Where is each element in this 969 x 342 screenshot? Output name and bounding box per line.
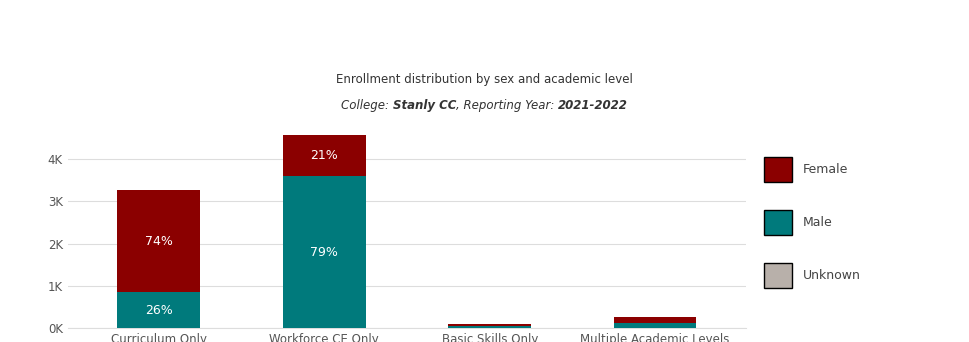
FancyBboxPatch shape (765, 263, 792, 288)
Text: 21%: 21% (310, 149, 338, 162)
Bar (117, 190, 201, 292)
Text: Enrollment distribution by sex and academic level: Enrollment distribution by sex and acade… (336, 73, 633, 86)
Text: 79%: 79% (310, 246, 338, 259)
FancyBboxPatch shape (765, 210, 792, 235)
Bar (613, 317, 697, 323)
Text: Male: Male (802, 216, 832, 229)
Bar (449, 326, 531, 328)
Text: Unknown: Unknown (802, 269, 860, 282)
Bar (449, 324, 531, 326)
Text: 26%: 26% (145, 304, 172, 317)
Text: College:: College: (341, 98, 392, 112)
Text: , Reporting Year:: , Reporting Year: (456, 98, 558, 112)
Bar (283, 176, 365, 328)
Text: 2021-2022: 2021-2022 (558, 98, 628, 112)
Text: Total Enrollment by Sex and Academic Level: Total Enrollment by Sex and Academic Lev… (261, 19, 708, 37)
Bar (117, 292, 201, 328)
Bar (613, 323, 697, 328)
Text: Female: Female (802, 163, 848, 176)
Text: 74%: 74% (145, 235, 172, 248)
Text: Stanly CC: Stanly CC (392, 98, 456, 112)
FancyBboxPatch shape (765, 157, 792, 182)
Bar (283, 135, 365, 176)
